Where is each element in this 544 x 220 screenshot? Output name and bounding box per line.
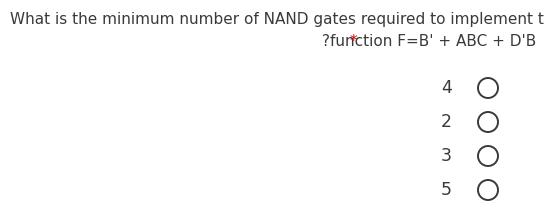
Text: 3: 3	[441, 147, 452, 165]
Text: 2: 2	[441, 113, 452, 131]
Text: 5: 5	[441, 181, 452, 199]
Text: *: *	[350, 34, 362, 49]
Text: What is the minimum number of NAND gates required to implement the: What is the minimum number of NAND gates…	[10, 12, 544, 27]
Text: 4: 4	[441, 79, 452, 97]
Text: ?function F=B' + ABC + D'B: ?function F=B' + ABC + D'B	[322, 34, 536, 49]
